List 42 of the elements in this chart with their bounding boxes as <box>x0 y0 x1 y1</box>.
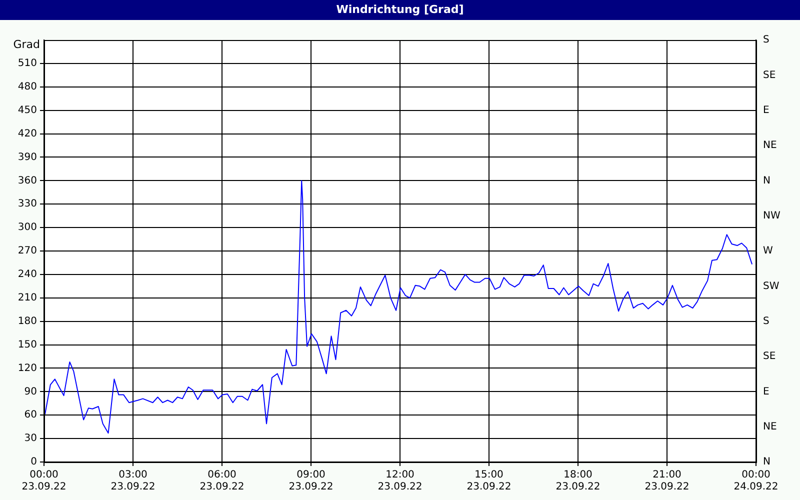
category-label: E <box>763 386 770 398</box>
category-label: N <box>763 456 770 468</box>
y-tick-label: 60 <box>24 410 37 421</box>
x-tick-label: 18:00 23.09.22 <box>556 470 600 493</box>
category-label: SE <box>763 351 776 362</box>
category-label: S <box>763 316 770 327</box>
category-label: S <box>763 34 770 46</box>
category-label: NW <box>763 210 780 222</box>
x-tick-label: 15:00 23.09.22 <box>466 470 512 493</box>
y-tick-label: 150 <box>18 339 37 350</box>
y-tick-label: 270 <box>18 246 37 257</box>
y-tick-label: 330 <box>18 198 37 210</box>
x-tick-label: 12:00 23.09.22 <box>378 470 422 493</box>
y-tick-label: 360 <box>18 175 37 186</box>
y-tick-label: 0 <box>30 456 37 468</box>
y-tick-label: 480 <box>18 81 37 92</box>
y-tick-label: 510 <box>18 58 37 70</box>
category-label: NE <box>763 421 777 432</box>
y-tick-label: 180 <box>18 316 37 327</box>
y-tick-label: 30 <box>24 433 37 444</box>
category-label: SE <box>763 70 776 81</box>
y-tick-label: 90 <box>24 386 37 398</box>
x-tick-label: 00:00 24.09.22 <box>734 470 778 493</box>
y-tick-label: 210 <box>18 292 37 304</box>
y-tick-label: 240 <box>18 269 37 280</box>
y-tick-label: 120 <box>18 362 37 374</box>
chart-title: Windrichtung [Grad] <box>0 0 800 20</box>
x-tick-label: 00:00 23.09.22 <box>22 470 66 493</box>
x-tick-label: 06:00 23.09.22 <box>200 470 244 493</box>
y-tick-label: 450 <box>18 104 37 116</box>
category-label: W <box>763 246 773 257</box>
x-tick-label: 09:00 23.09.22 <box>288 470 334 493</box>
y-tick-label: 300 <box>18 222 37 234</box>
x-tick-label: 21:00 23.09.22 <box>644 470 690 493</box>
category-label: N <box>763 175 770 186</box>
y-tick-label: 390 <box>18 152 37 163</box>
y-tick-label: 420 <box>18 128 37 140</box>
x-tick-label: 03:00 23.09.22 <box>110 470 156 493</box>
category-label: E <box>763 104 770 116</box>
y-axis-title: Grad <box>13 38 40 51</box>
category-label: SW <box>763 280 780 292</box>
category-label: NE <box>763 140 777 152</box>
